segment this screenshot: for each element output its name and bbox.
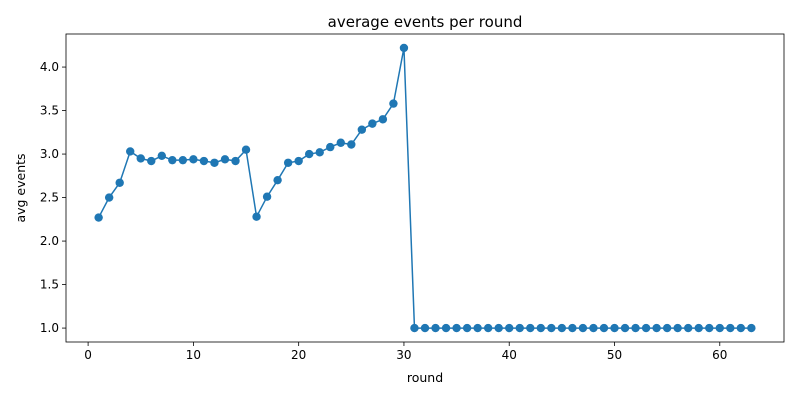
data-point [505,323,514,333]
data-point [231,156,240,166]
data-point [483,323,493,333]
y-tick-label: 3.0 [40,147,59,161]
data-point [315,148,324,157]
y-tick-label: 2.5 [40,191,59,205]
data-point [694,323,703,333]
x-tick-label: 60 [712,348,727,362]
x-axis-label: round [407,370,443,385]
x-tick-label: 30 [396,348,411,362]
data-point [662,323,672,333]
data-point [747,323,756,333]
data-point [736,323,746,333]
y-tick-label: 4.0 [40,60,59,74]
data-point [462,323,472,333]
data-point [357,125,367,134]
data-point [526,323,535,333]
y-tick-label: 2.0 [40,234,59,248]
data-point [126,147,135,156]
data-point [136,154,145,163]
x-tick-label: 0 [84,348,92,362]
data-point [241,145,251,154]
data-point [705,323,714,333]
data-point [378,115,388,124]
x-tick-label: 50 [607,348,622,362]
data-point [220,155,230,164]
data-point [673,323,682,333]
data-point [210,158,219,167]
chart-title: average events per round [328,13,523,31]
x-tick-label: 10 [186,348,201,362]
data-point [283,158,293,167]
data-point [452,323,461,333]
data-point [326,142,335,152]
data-point [252,212,261,221]
data-point [441,323,451,333]
data-point [368,119,377,128]
data-point [547,323,556,333]
data-point [620,323,630,333]
data-point [262,192,272,201]
plot-area: 0 10 20 30 40 50 60 1.0 1.5 2.0 2.5 3.0 3.5 4.0 [40,33,785,362]
axes-frame [65,33,785,343]
y-tick-label: 1.5 [40,278,59,292]
data-point [389,99,398,108]
data-point [568,323,577,333]
data-point [273,175,282,185]
y-axis-label: avg events [13,153,28,222]
data-point [147,156,156,166]
data-point [410,323,419,333]
data-point [473,323,482,333]
data-point [536,323,546,333]
data-point [726,323,735,333]
data-point [641,323,651,333]
data-point [431,323,440,333]
data-point [94,213,103,222]
data-point [599,323,609,333]
y-tick-label: 1.0 [40,321,59,335]
data-point [578,323,588,333]
data-point [589,323,598,333]
x-tick-label: 40 [502,348,517,362]
data-point [610,323,619,333]
data-point [178,155,188,165]
data-point [104,193,114,202]
data-point [515,323,524,333]
data-point [336,138,345,147]
data-point [115,178,124,187]
x-tick-label: 20 [291,348,306,362]
data-point [168,155,177,165]
data-point [683,323,693,333]
data-point [420,323,430,333]
data-point [715,323,724,333]
data-point [189,155,198,164]
data-point [494,323,503,333]
data-point [399,43,409,53]
data-point [347,140,356,149]
data-point [631,323,640,333]
data-point [294,156,303,166]
y-tick-label: 3.5 [40,104,59,118]
data-point [304,149,314,159]
data-point [652,323,661,333]
data-point [557,323,567,333]
data-point [157,151,167,161]
data-point [199,156,209,166]
